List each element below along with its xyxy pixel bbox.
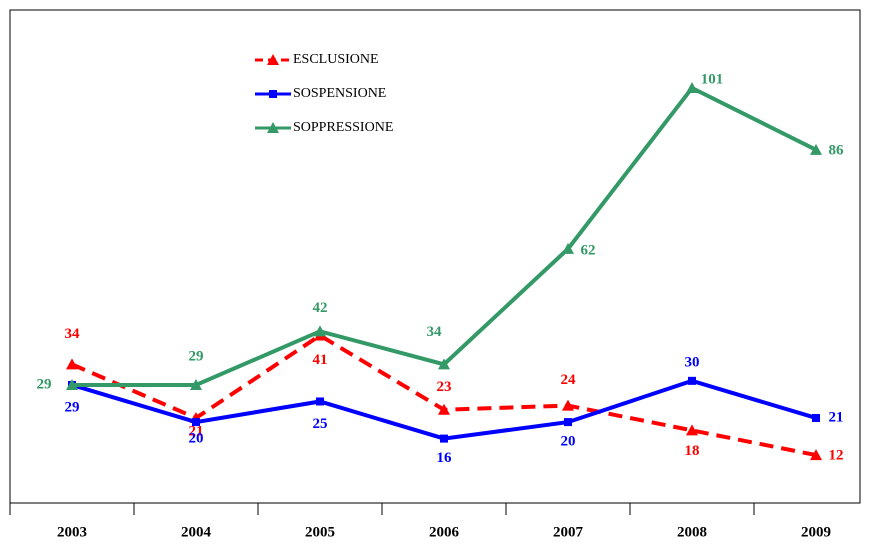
point-marker xyxy=(562,399,574,411)
legend-text: ESCLUSIONE xyxy=(293,52,379,67)
data-label: 21 xyxy=(829,409,844,425)
point-marker xyxy=(812,413,820,422)
data-label: 25 xyxy=(313,416,328,432)
legend-marker xyxy=(269,90,277,98)
legend-marker xyxy=(267,54,279,65)
series-line xyxy=(72,85,817,387)
data-label: 24 xyxy=(561,372,577,388)
data-label: 30 xyxy=(685,354,700,370)
point-marker xyxy=(314,325,326,337)
x-tick-label: 2007 xyxy=(553,524,584,540)
point-marker xyxy=(66,358,78,370)
plot-frame xyxy=(9,9,861,504)
data-label: 20 xyxy=(561,434,576,450)
point-marker xyxy=(190,378,202,390)
point-marker xyxy=(810,143,822,155)
x-tick-label: 2004 xyxy=(181,524,212,540)
legend-text: SOSPENSIONE xyxy=(293,86,386,101)
data-label: 41 xyxy=(313,352,328,368)
legend-marker xyxy=(267,122,279,133)
data-label: 29 xyxy=(189,348,204,364)
data-label: 42 xyxy=(313,300,328,316)
point-marker xyxy=(438,358,450,370)
data-label: 16 xyxy=(437,450,453,466)
point-marker xyxy=(686,81,698,93)
data-label: 12 xyxy=(829,448,844,464)
point-marker xyxy=(564,418,572,427)
point-marker xyxy=(66,378,78,390)
data-label: 101 xyxy=(701,71,724,87)
x-tick-label: 2009 xyxy=(801,524,831,540)
point-marker xyxy=(440,434,448,443)
data-label: 21 xyxy=(189,423,204,439)
point-marker xyxy=(810,449,822,461)
x-tick-label: 2005 xyxy=(305,524,335,540)
data-label: 23 xyxy=(437,379,452,395)
data-label: 34 xyxy=(427,324,443,340)
data-label: 86 xyxy=(829,142,845,158)
point-marker xyxy=(688,376,696,385)
data-label: 34 xyxy=(65,326,81,342)
point-marker xyxy=(192,418,200,427)
data-label: 18 xyxy=(685,443,700,459)
point-marker xyxy=(316,397,324,406)
data-label: 29 xyxy=(37,376,52,392)
x-tick-label: 2008 xyxy=(677,524,707,540)
data-label: 20 xyxy=(189,431,204,447)
point-marker xyxy=(686,424,698,436)
x-tick-label: 2003 xyxy=(57,524,87,540)
x-tick-label: 2006 xyxy=(429,524,460,540)
data-label: 29 xyxy=(65,399,80,415)
legend-text: SOPPRESSIONE xyxy=(293,120,393,135)
data-label: 62 xyxy=(581,242,596,258)
point-marker xyxy=(438,403,450,415)
point-marker xyxy=(562,242,574,254)
